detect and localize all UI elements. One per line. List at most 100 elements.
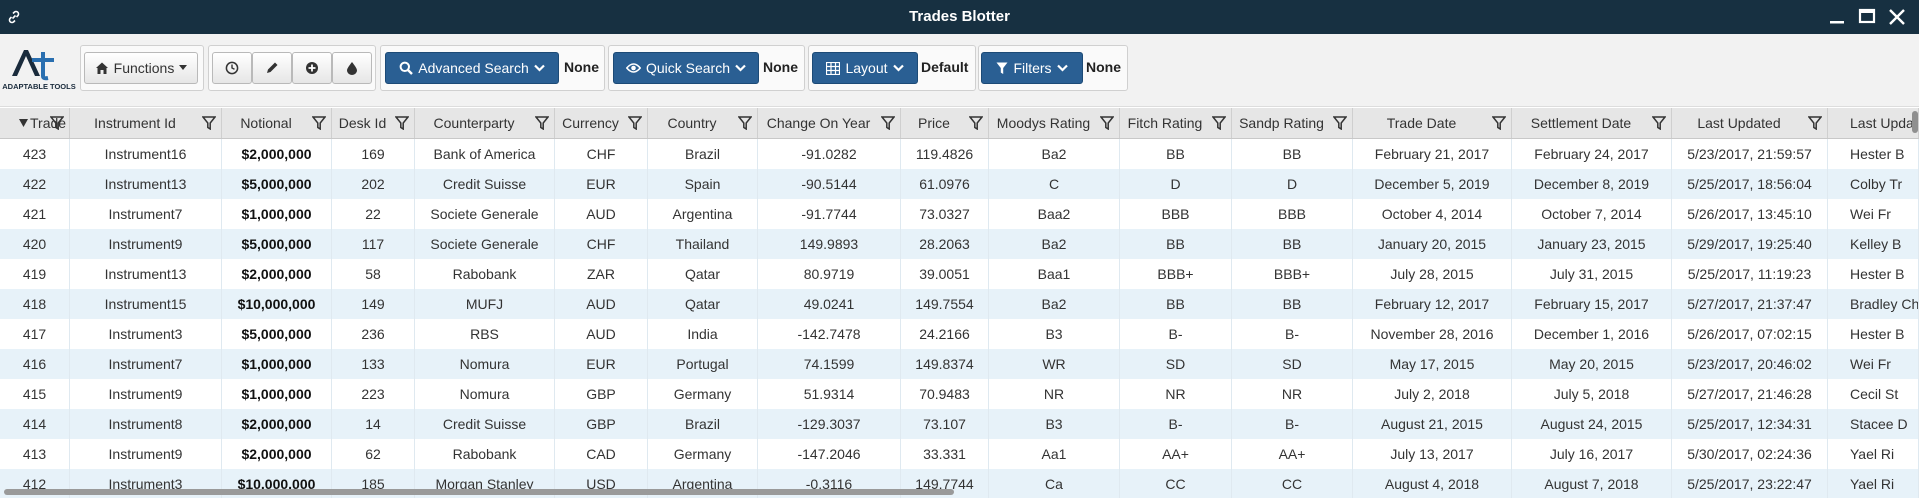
column-header-instrument-id[interactable]: Instrument Id [70,108,222,138]
cell-price[interactable]: 28.2063 [901,229,989,259]
cell-instrument-id[interactable]: Instrument8 [70,409,222,439]
cell-currency[interactable]: CAD [555,439,648,469]
cell-sandp-rating[interactable]: D [1232,169,1353,199]
cell-moodys-rating[interactable]: WR [989,349,1120,379]
cell-sandp-rating[interactable]: AA+ [1232,439,1353,469]
cell-trade-date[interactable]: December 5, 2019 [1353,169,1512,199]
cell-desk-id[interactable]: 169 [332,139,415,169]
cell-counterparty[interactable]: Nomura [415,349,555,379]
cell-instrument-id[interactable]: Instrument7 [70,199,222,229]
cell-notional[interactable]: $10,000,000 [222,289,332,319]
cell-fitch-rating[interactable]: BB [1120,139,1232,169]
cell-trade-date[interactable]: February 21, 2017 [1353,139,1512,169]
cell-notional[interactable]: $10,000,000 [222,469,332,498]
cell-sandp-rating[interactable]: BB [1232,139,1353,169]
cell-moodys-rating[interactable]: NR [989,379,1120,409]
cell-trade-id[interactable]: 414 [0,409,70,439]
cell-price[interactable]: 149.7744 [901,469,989,498]
cell-trade-date[interactable]: July 13, 2017 [1353,439,1512,469]
cell-settlement-date[interactable]: May 20, 2015 [1512,349,1672,379]
cell-fitch-rating[interactable]: BBB [1120,199,1232,229]
column-header-notional[interactable]: Notional [222,108,332,138]
cell-country[interactable]: Argentina [648,199,758,229]
cell-counterparty[interactable]: Bank of America [415,139,555,169]
cell-trade-id[interactable]: 422 [0,169,70,199]
cell-last-updated-by[interactable]: Cecil St [1828,379,1919,409]
cell-notional[interactable]: $1,000,000 [222,379,332,409]
column-filter-icon[interactable] [1492,116,1506,130]
cell-change-on-year[interactable]: -142.7478 [758,319,901,349]
column-filter-icon[interactable] [1100,116,1114,130]
column-header-currency[interactable]: Currency [555,108,648,138]
table-row[interactable]: 423 Instrument16 $2,000,000 169 Bank of Amer… [0,139,1919,169]
cell-fitch-rating[interactable]: NR [1120,379,1232,409]
cell-change-on-year[interactable]: -90.5144 [758,169,901,199]
cell-change-on-year[interactable]: 49.0241 [758,289,901,319]
cell-desk-id[interactable]: 117 [332,229,415,259]
table-row[interactable]: 422 Instrument13 $5,000,000 202 Credit Suiss… [0,169,1919,199]
cell-trade-id[interactable]: 420 [0,229,70,259]
cell-moodys-rating[interactable]: B3 [989,319,1120,349]
cell-last-updated[interactable]: 5/25/2017, 11:19:23 [1672,259,1828,289]
cell-currency[interactable]: CHF [555,139,648,169]
cell-trade-id[interactable]: 413 [0,439,70,469]
cell-fitch-rating[interactable]: D [1120,169,1232,199]
cell-fitch-rating[interactable]: BBB+ [1120,259,1232,289]
table-row[interactable]: 413 Instrument9 $2,000,000 62 Rabobank CAD Ger… [0,439,1919,469]
column-header-counterparty[interactable]: Counterparty [415,108,555,138]
cell-currency[interactable]: USD [555,469,648,498]
cell-moodys-rating[interactable]: C [989,169,1120,199]
cell-notional[interactable]: $2,000,000 [222,409,332,439]
edit-button[interactable] [252,52,292,84]
column-header-settlement-date[interactable]: Settlement Date [1512,108,1672,138]
cell-last-updated[interactable]: 5/30/2017, 02:24:36 [1672,439,1828,469]
cell-currency[interactable]: GBP [555,409,648,439]
table-row[interactable]: 418 Instrument15 $10,000,000 149 MUFJ AUD Qata… [0,289,1919,319]
minimize-icon[interactable] [1826,6,1848,28]
cell-counterparty[interactable]: RBS [415,319,555,349]
cell-fitch-rating[interactable]: SD [1120,349,1232,379]
layout-button[interactable]: Layout [812,52,918,84]
cell-notional[interactable]: $5,000,000 [222,229,332,259]
cell-trade-id[interactable]: 415 [0,379,70,409]
cell-desk-id[interactable]: 223 [332,379,415,409]
cell-last-updated[interactable]: 5/27/2017, 21:37:47 [1672,289,1828,319]
cell-sandp-rating[interactable]: BB [1232,289,1353,319]
cell-instrument-id[interactable]: Instrument3 [70,469,222,498]
cell-sandp-rating[interactable]: SD [1232,349,1353,379]
cell-instrument-id[interactable]: Instrument13 [70,259,222,289]
cell-currency[interactable]: ZAR [555,259,648,289]
cell-price[interactable]: 33.331 [901,439,989,469]
cell-price[interactable]: 149.7554 [901,289,989,319]
cell-desk-id[interactable]: 202 [332,169,415,199]
column-filter-icon[interactable] [395,116,409,130]
cell-fitch-rating[interactable]: BB [1120,229,1232,259]
cell-settlement-date[interactable]: January 23, 2015 [1512,229,1672,259]
cell-price[interactable]: 73.107 [901,409,989,439]
functions-button[interactable]: Functions [84,52,198,84]
filters-button[interactable]: Filters [981,52,1083,84]
cell-last-updated[interactable]: 5/25/2017, 12:34:31 [1672,409,1828,439]
table-row[interactable]: 416 Instrument7 $1,000,000 133 Nomura EUR Port… [0,349,1919,379]
cell-change-on-year[interactable]: -91.7744 [758,199,901,229]
horizontal-scrollbar-thumb[interactable] [4,489,954,495]
cell-last-updated-by[interactable]: Stacee D [1828,409,1919,439]
cell-counterparty[interactable]: Societe Generale [415,229,555,259]
cell-sandp-rating[interactable]: B- [1232,319,1353,349]
cell-counterparty[interactable]: Societe Generale [415,199,555,229]
cell-country[interactable]: Qatar [648,259,758,289]
add-button[interactable] [292,52,332,84]
cell-settlement-date[interactable]: July 5, 2018 [1512,379,1672,409]
advanced-search-button[interactable]: Advanced Search [385,52,559,84]
cell-trade-date[interactable]: November 28, 2016 [1353,319,1512,349]
table-row[interactable]: 415 Instrument9 $1,000,000 223 Nomura GBP Germ… [0,379,1919,409]
cell-moodys-rating[interactable]: Baa1 [989,259,1120,289]
cell-sandp-rating[interactable]: NR [1232,379,1353,409]
cell-instrument-id[interactable]: Instrument9 [70,439,222,469]
cell-change-on-year[interactable]: 80.9719 [758,259,901,289]
cell-fitch-rating[interactable]: B- [1120,319,1232,349]
column-header-country[interactable]: Country [648,108,758,138]
cell-trade-date[interactable]: January 20, 2015 [1353,229,1512,259]
cell-change-on-year[interactable]: -91.0282 [758,139,901,169]
cell-last-updated-by[interactable]: Hester B [1828,139,1919,169]
